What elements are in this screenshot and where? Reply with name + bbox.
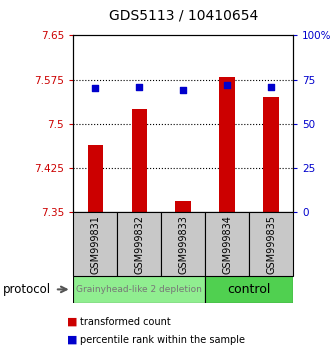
Bar: [205, 212, 249, 276]
Point: [137, 84, 142, 90]
Bar: [205, 276, 293, 303]
Text: Grainyhead-like 2 depletion: Grainyhead-like 2 depletion: [76, 285, 202, 294]
Text: percentile rank within the sample: percentile rank within the sample: [80, 335, 245, 345]
Point: [224, 82, 230, 88]
Text: ■: ■: [67, 317, 77, 327]
Bar: [219, 77, 235, 212]
Bar: [175, 201, 191, 212]
Bar: [249, 212, 293, 276]
Bar: [73, 276, 205, 303]
Text: control: control: [227, 283, 271, 296]
Point: [93, 86, 98, 91]
Bar: [73, 212, 117, 276]
Bar: [88, 144, 103, 212]
Point: [268, 84, 274, 90]
Text: GSM999834: GSM999834: [222, 215, 232, 274]
Text: transformed count: transformed count: [80, 317, 171, 327]
Point: [180, 87, 186, 93]
Bar: [263, 97, 279, 212]
Bar: [117, 212, 161, 276]
Text: GSM999835: GSM999835: [266, 215, 276, 274]
Text: GSM999832: GSM999832: [134, 215, 144, 274]
Text: protocol: protocol: [3, 283, 52, 296]
Text: GDS5113 / 10410654: GDS5113 / 10410654: [109, 9, 258, 23]
Bar: [132, 109, 147, 212]
Bar: [161, 212, 205, 276]
Text: ■: ■: [67, 335, 77, 345]
Text: GSM999831: GSM999831: [90, 215, 100, 274]
Text: GSM999833: GSM999833: [178, 215, 188, 274]
